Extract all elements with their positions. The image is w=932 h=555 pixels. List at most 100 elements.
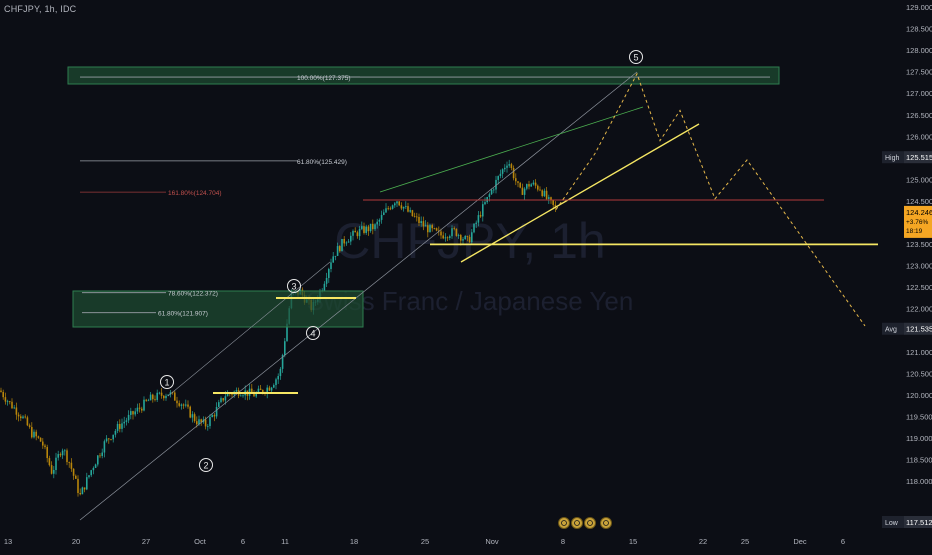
candle-body	[455, 228, 458, 236]
event-icon[interactable]	[600, 517, 612, 529]
candle-body	[200, 419, 202, 423]
candle-body	[86, 477, 88, 490]
current-price-value: 124.246	[906, 208, 932, 217]
candle-body	[369, 223, 372, 232]
candle-body	[372, 223, 374, 230]
candle-body	[125, 420, 128, 422]
y-tick-label: 122.000	[906, 305, 932, 314]
candle-body	[532, 182, 535, 185]
y-tick-label: 123.500	[906, 240, 932, 249]
event-icon[interactable]	[571, 517, 583, 529]
y-tick-label: 120.500	[906, 369, 932, 378]
candle-body	[75, 475, 77, 479]
candle-body	[376, 221, 378, 225]
x-tick-label: 25	[421, 537, 429, 546]
event-icon-inner	[561, 520, 567, 526]
trend-line-wave[interactable]	[167, 261, 331, 397]
candle-body	[429, 225, 431, 233]
candle-body	[123, 421, 125, 424]
candle-body	[497, 176, 499, 180]
candle-body	[380, 214, 383, 220]
candle-body	[134, 411, 136, 415]
candle-body	[112, 434, 114, 440]
high-badge-value-bg	[904, 151, 932, 164]
candle-body	[187, 404, 189, 407]
candle-body	[154, 399, 156, 401]
candle-body	[26, 417, 29, 426]
y-tick-label: 118.000	[906, 477, 932, 486]
candle-body	[57, 454, 59, 458]
wave-marker-circle	[199, 458, 213, 472]
y-tick-label: 123.000	[906, 262, 932, 271]
candle-body	[130, 411, 132, 415]
green-trend-line[interactable]	[379, 106, 644, 193]
y-tick-label: 119.500	[906, 412, 932, 421]
wave-marker-circle	[287, 279, 301, 293]
bar-countdown: 18:19	[906, 228, 923, 235]
candle-body	[138, 407, 141, 409]
low-badge-value-bg	[904, 516, 932, 528]
y-tick-label: 127.500	[906, 68, 932, 77]
y-tick-label: 125.000	[906, 175, 932, 184]
candle-body	[537, 185, 539, 190]
event-icon[interactable]	[584, 517, 596, 529]
event-icon[interactable]	[558, 517, 570, 529]
fib-zone-top[interactable]	[67, 66, 780, 85]
candle-body	[189, 406, 191, 418]
candle-body	[552, 200, 554, 205]
rising-support-line[interactable]	[460, 123, 700, 263]
x-tick-label: 8	[561, 537, 565, 546]
candle-body	[394, 203, 396, 206]
projection-path[interactable]	[555, 72, 866, 327]
candle-body	[347, 241, 350, 243]
candle-body	[121, 423, 123, 429]
candle-body	[545, 190, 548, 199]
candle-body	[462, 239, 464, 241]
candle-body	[352, 230, 354, 236]
y-tick-label: 120.000	[906, 391, 932, 400]
candle-body	[35, 431, 37, 437]
candle-body	[515, 178, 517, 182]
candle-body	[358, 228, 361, 237]
candle-body	[145, 399, 147, 401]
y-tick-label: 126.500	[906, 111, 932, 120]
candle-body	[488, 194, 491, 197]
candle-body	[22, 416, 24, 419]
fib-zone-bottom[interactable]	[72, 290, 364, 328]
low-badge-value: 117.512	[906, 518, 932, 527]
candle-body	[420, 221, 422, 224]
candle-body	[48, 458, 51, 466]
candle-body	[72, 468, 75, 476]
candle-body	[268, 387, 271, 391]
candle-body	[204, 419, 207, 427]
y-tick-label: 122.500	[906, 283, 932, 292]
y-tick-label: 126.000	[906, 132, 932, 141]
fib-level-label: 61.80%(125.429)	[297, 159, 347, 166]
high-badge-label-bg	[882, 151, 904, 164]
candle-body	[517, 181, 519, 183]
candle-body	[61, 450, 64, 456]
candle-body	[477, 215, 480, 223]
trend-line-channel[interactable]	[79, 71, 638, 521]
candle-body	[416, 216, 418, 218]
candle-body	[530, 184, 532, 187]
candle-body	[323, 283, 326, 291]
candle-body	[42, 441, 44, 446]
candle-body	[457, 235, 460, 236]
candle-body	[354, 230, 356, 233]
wave-label-5: 5	[633, 53, 638, 63]
candle-body	[70, 462, 73, 469]
candle-body	[215, 406, 218, 417]
x-tick-label: 15	[629, 537, 637, 546]
candle-body	[68, 462, 70, 463]
candle-body	[273, 385, 275, 388]
candle-body	[259, 388, 262, 390]
candle-body	[510, 164, 513, 169]
candle-body	[482, 204, 484, 217]
candle-body	[262, 389, 264, 393]
x-tick-label: Dec	[793, 537, 807, 546]
candle-body	[275, 379, 277, 386]
candle-body	[460, 235, 462, 241]
